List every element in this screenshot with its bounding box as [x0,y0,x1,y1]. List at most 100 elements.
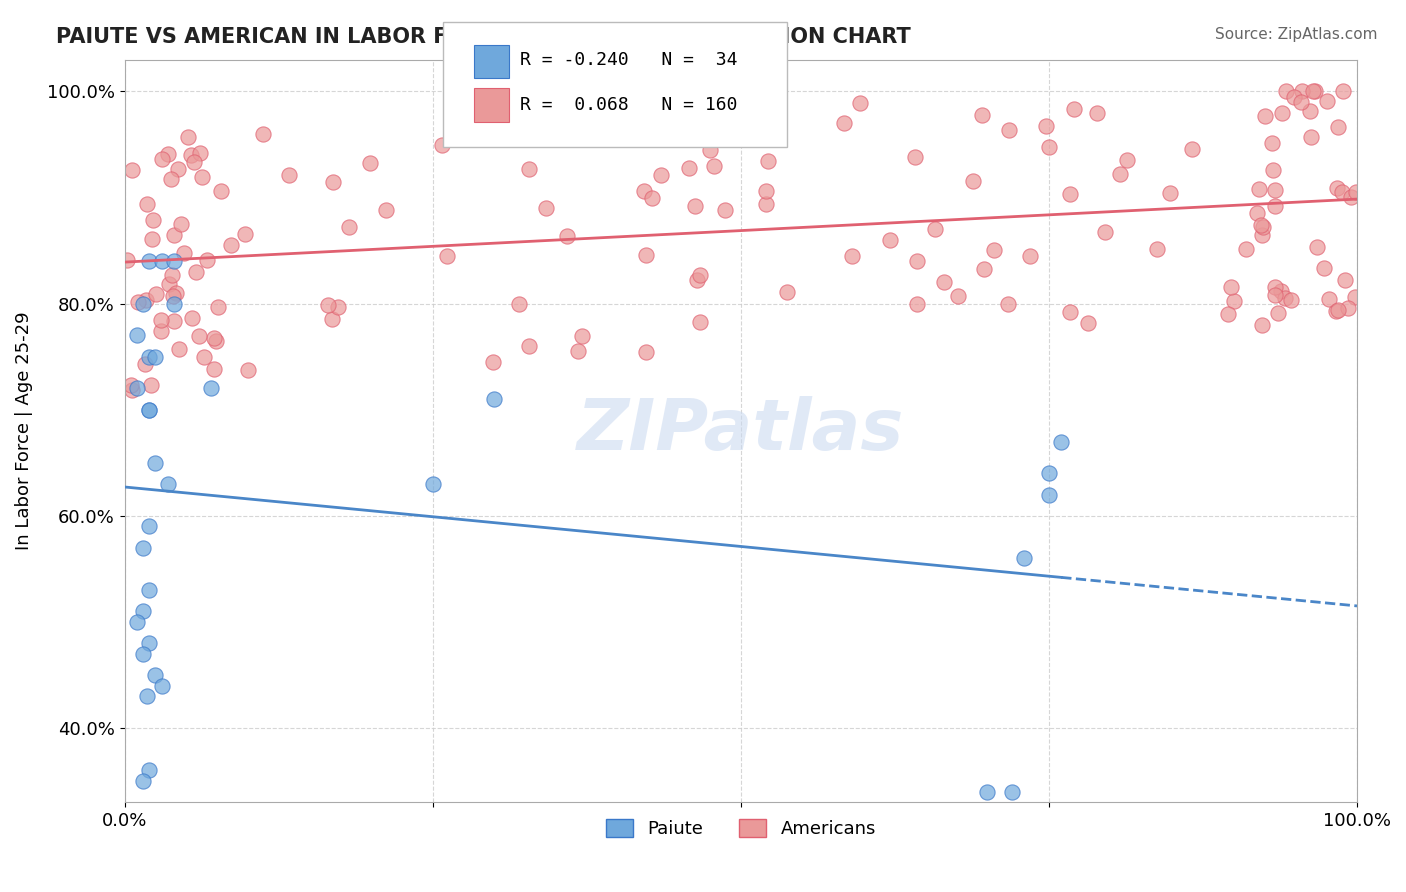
Point [1250,227,1272,242]
Point [636,345,658,359]
Point [1108,167,1130,181]
Point [321,312,343,326]
Point [139,378,162,392]
Point [436,249,458,263]
Point [138,764,160,778]
Point [571,329,593,343]
Point [150,679,173,693]
Point [138,583,160,598]
Point [1246,206,1268,220]
Point [150,324,173,338]
Point [998,123,1021,137]
Point [190,169,212,184]
Point [962,174,984,188]
Point [648,111,671,125]
Point [633,184,655,198]
Point [586,117,609,131]
Point [167,342,190,356]
Point [517,339,540,353]
Point [190,146,212,161]
Point [1334,273,1357,287]
Point [142,212,165,227]
Point [482,355,505,369]
Point [1181,142,1204,156]
Point [162,289,184,303]
Point [686,273,709,287]
Point [1038,467,1060,481]
Point [1330,185,1353,199]
Point [141,232,163,246]
Point [1038,487,1060,501]
Point [157,277,180,291]
Point [136,196,159,211]
Point [1343,290,1365,304]
Point [1249,182,1271,196]
Point [1263,163,1285,178]
Point [1302,84,1324,98]
Point [145,456,167,470]
Point [193,351,215,365]
Point [678,161,700,176]
Point [905,253,928,268]
Point [970,108,993,122]
Point [1253,110,1275,124]
Point [145,286,167,301]
Point [163,296,186,310]
Point [132,647,155,661]
Point [359,155,381,169]
Text: R =  0.068   N = 160: R = 0.068 N = 160 [520,96,738,114]
Point [127,294,149,309]
Point [132,296,155,310]
Point [180,148,202,162]
Point [1299,103,1322,118]
Point [138,402,160,417]
Point [145,350,167,364]
Point [138,519,160,533]
Point [125,382,148,396]
Point [159,172,181,186]
Point [976,785,998,799]
Point [1316,94,1339,108]
Point [849,96,872,111]
Point [1270,284,1292,298]
Point [135,689,157,703]
Point [508,297,530,311]
Point [177,130,200,145]
Text: R = -0.240   N =  34: R = -0.240 N = 34 [520,51,738,69]
Point [1063,102,1085,116]
Point [1337,301,1360,315]
Point [1035,119,1057,133]
Point [1219,280,1241,294]
Point [879,233,901,247]
Point [150,152,173,166]
Y-axis label: In Labor Force | Age 25-29: In Labor Force | Age 25-29 [15,311,32,550]
Point [135,293,157,307]
Point [1116,153,1139,167]
Point [776,285,799,299]
Point [755,197,778,211]
Point [1234,242,1257,256]
Point [166,162,188,177]
Point [187,329,209,343]
Point [832,115,855,129]
Point [1299,130,1322,145]
Point [132,541,155,555]
Text: Source: ZipAtlas.com: Source: ZipAtlas.com [1215,27,1378,42]
Point [322,176,344,190]
Point [1251,318,1274,332]
Point [221,237,243,252]
Point [755,184,778,198]
Point [422,477,444,491]
Point [156,147,179,161]
Point [163,227,186,242]
Point [1279,293,1302,307]
Point [318,298,340,312]
Point [1077,316,1099,330]
Point [1324,303,1347,318]
Point [1260,136,1282,150]
Point [125,615,148,629]
Point [841,249,863,263]
Point [1059,187,1081,202]
Point [121,163,143,178]
Point [484,392,506,406]
